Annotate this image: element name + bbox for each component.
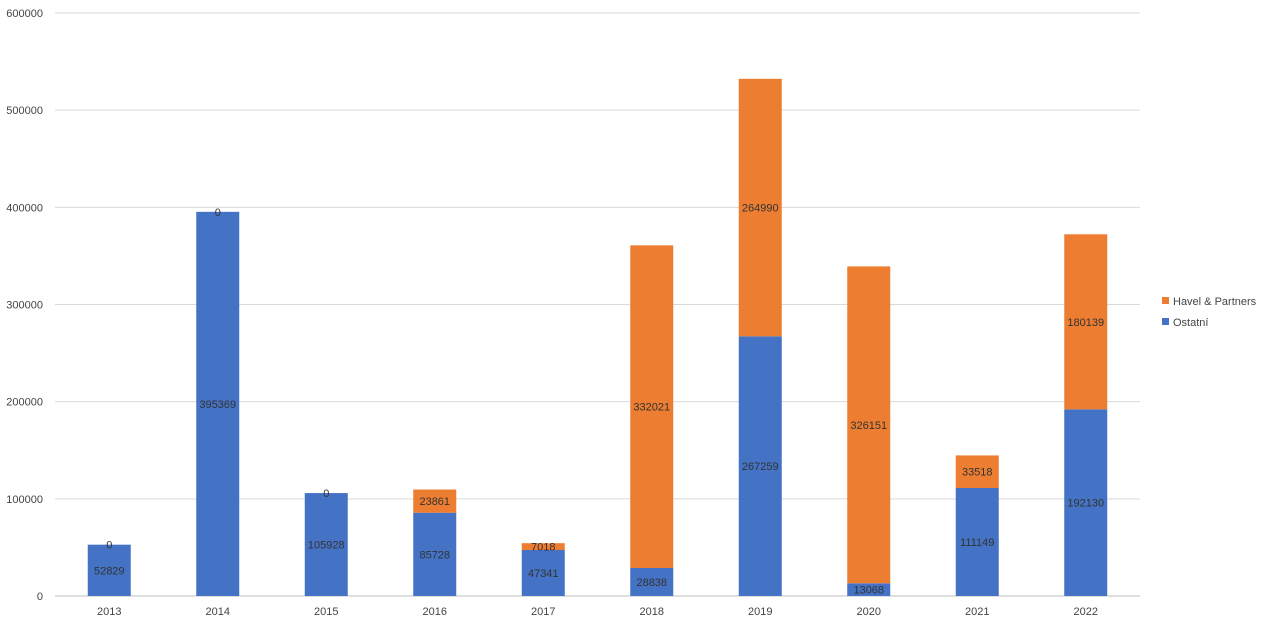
y-tick-label: 400000 (6, 202, 43, 214)
bar-havel-partners (413, 489, 457, 513)
x-tick-label: 2015 (314, 606, 338, 618)
y-tick-label: 500000 (6, 105, 43, 117)
x-tick-label: 2020 (857, 606, 881, 618)
x-tick-label: 2013 (97, 606, 121, 618)
data-labels: 52829 0 395369 0 105928 0 85728 23861 47341 7018 2… (94, 203, 1104, 597)
bar-havel-partners (955, 455, 999, 489)
x-tick-label: 2018 (640, 606, 664, 618)
y-tick-label: 0 (37, 591, 43, 603)
y-axis-ticks: 0 100000 200000 300000 400000 500000 600000 (6, 8, 43, 603)
bar-ostatni (413, 512, 457, 596)
x-tick-label: 2022 (1074, 606, 1098, 618)
bar-havel-partners (630, 245, 674, 568)
y-tick-label: 100000 (6, 494, 43, 506)
data-label: 111149 (960, 537, 994, 549)
x-tick-label: 2014 (206, 606, 230, 618)
data-label: 7018 (531, 542, 555, 554)
legend-label: Havel & Partners (1173, 296, 1257, 308)
data-label: 47341 (528, 568, 559, 580)
data-label: 33518 (962, 467, 993, 479)
data-label: 192130 (1067, 498, 1104, 510)
bar-havel-partners (521, 543, 565, 551)
data-label: 267259 (742, 461, 779, 473)
y-tick-label: 200000 (6, 397, 43, 409)
data-label: 326151 (850, 420, 887, 432)
data-label: 395369 (199, 399, 236, 411)
data-label: 52829 (94, 565, 125, 577)
x-axis-ticks: 2013 2014 2015 2016 2017 2018 2019 2020 2021 2022 (97, 606, 1098, 618)
x-tick-label: 2016 (423, 606, 447, 618)
bar-ostatni (521, 550, 565, 596)
legend: Havel & Partners Ostatní (1162, 296, 1257, 329)
data-label: 85728 (419, 549, 450, 561)
data-label: 0 (106, 540, 112, 552)
bar-ostatni (87, 544, 131, 596)
bar-ostatni (196, 211, 240, 596)
data-label: 28838 (636, 577, 667, 589)
bar-havel-partners (1064, 234, 1108, 410)
legend-label: Ostatní (1173, 317, 1208, 329)
data-label: 180139 (1067, 317, 1104, 329)
bar-ostatni (847, 583, 891, 596)
bar-ostatni (738, 336, 782, 596)
data-label: 332021 (633, 402, 670, 414)
data-label: 13068 (853, 585, 884, 597)
data-label: 105928 (308, 540, 345, 552)
bar-ostatni (630, 567, 674, 596)
bar-havel-partners (738, 78, 782, 337)
x-tick-label: 2021 (965, 606, 989, 618)
data-label: 0 (323, 488, 329, 500)
legend-swatch (1162, 318, 1169, 325)
x-tick-label: 2019 (748, 606, 772, 618)
x-tick-label: 2017 (531, 606, 555, 618)
data-label: 264990 (742, 203, 779, 215)
bar-havel-partners (847, 266, 891, 584)
y-tick-label: 600000 (6, 8, 43, 20)
data-label: 0 (215, 207, 221, 219)
bar-ostatni (1064, 409, 1108, 596)
y-tick-label: 300000 (6, 300, 43, 312)
bar-ostatni (955, 488, 999, 596)
data-label: 23861 (419, 496, 450, 508)
legend-swatch (1162, 297, 1169, 304)
bar-ostatni (304, 493, 348, 596)
bars (87, 78, 1108, 596)
